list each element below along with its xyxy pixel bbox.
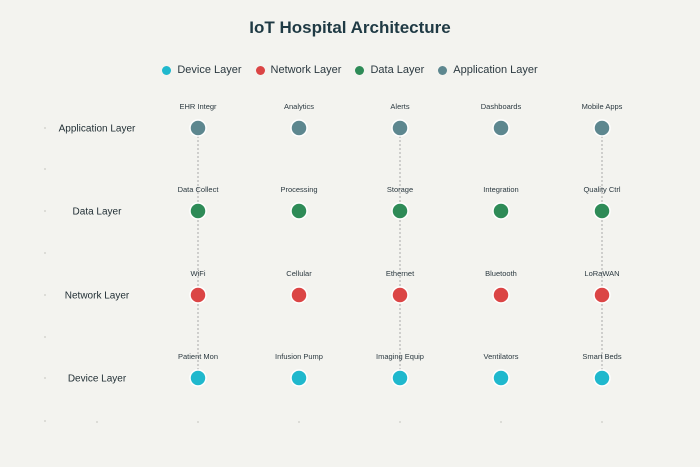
legend-marker-application	[438, 65, 448, 75]
legend-item-device: Device Layer	[162, 64, 242, 76]
node-marker-device	[391, 369, 409, 387]
node-marker-data	[593, 202, 611, 220]
node-label: Dashboards	[481, 102, 522, 111]
node-label: Analytics	[284, 102, 314, 111]
node-label: Ethernet	[386, 269, 415, 278]
node-label: Data Collect	[178, 185, 220, 194]
node-label: Mobile Apps	[582, 102, 623, 111]
layer-label-application: Application Layer	[59, 124, 136, 135]
node-label: Patient Mon	[178, 352, 218, 361]
node-marker-device	[593, 369, 611, 387]
legend-item-network: Network Layer	[255, 64, 342, 76]
node-label: Processing	[280, 185, 317, 194]
node-label: Quality Ctrl	[583, 185, 620, 194]
layer-row-data: Data Layer Data Collect Processing Storage I…	[73, 185, 621, 220]
node-label: Cellular	[286, 269, 312, 278]
node-marker-network	[492, 286, 510, 304]
node-marker-device	[492, 369, 510, 387]
node-marker-application	[290, 119, 308, 137]
layer-label-device: Device Layer	[68, 374, 127, 385]
legend-label-network: Network Layer	[270, 64, 342, 76]
node-marker-application	[492, 119, 510, 137]
node-label: Ventilators	[483, 352, 518, 361]
layer-row-device: Device Layer Patient Mon Infusion Pump Imag…	[68, 352, 622, 387]
legend-item-application: Application Layer	[438, 64, 538, 76]
legend-marker-data	[355, 65, 365, 75]
diagram-title: IoT Hospital Architecture	[249, 18, 451, 37]
legend-marker-device	[162, 65, 172, 75]
legend-label-data: Data Layer	[370, 64, 425, 76]
node-marker-data	[189, 202, 207, 220]
node-marker-network	[593, 286, 611, 304]
node-marker-network	[189, 286, 207, 304]
node-label: Alerts	[390, 102, 409, 111]
legend-item-data: Data Layer	[355, 64, 424, 76]
node-marker-application	[189, 119, 207, 137]
layer-row-network: Network Layer WiFi Cellular Ethernet Bluetoo…	[65, 269, 620, 304]
legend-label-device: Device Layer	[177, 64, 242, 76]
node-marker-network	[290, 286, 308, 304]
node-label: Smart Beds	[582, 352, 621, 361]
legend: Device Layer Network Layer Data Layer Ap…	[0, 64, 700, 76]
node-marker-device	[189, 369, 207, 387]
node-marker-application	[391, 119, 409, 137]
node-label: Storage	[387, 185, 413, 194]
node-marker-data	[492, 202, 510, 220]
node-marker-application	[593, 119, 611, 137]
node-marker-device	[290, 369, 308, 387]
node-label: Integration	[483, 185, 518, 194]
node-label: EHR Integr	[179, 102, 217, 111]
node-label: Imaging Equip	[376, 352, 424, 361]
node-label: LoRaWAN	[584, 269, 619, 278]
node-marker-data	[391, 202, 409, 220]
layer-label-data: Data Layer	[73, 207, 123, 218]
node-label: WiFi	[191, 269, 206, 278]
legend-label-application: Application Layer	[453, 64, 538, 76]
layer-row-application: Application Layer EHR Integr Analytics Aler…	[59, 102, 623, 137]
node-label: Bluetooth	[485, 269, 517, 278]
node-marker-network	[391, 286, 409, 304]
legend-marker-network	[255, 65, 265, 75]
node-label: Infusion Pump	[275, 352, 323, 361]
node-marker-data	[290, 202, 308, 220]
layer-label-network: Network Layer	[65, 291, 130, 302]
